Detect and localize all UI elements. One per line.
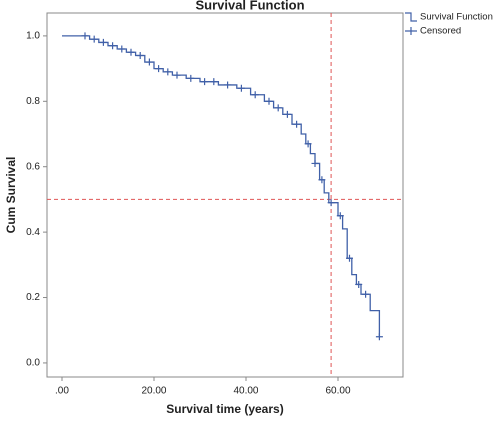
censored-marker (127, 48, 135, 56)
censored-marker (251, 91, 259, 99)
legend-icon (405, 27, 417, 35)
censored-marker (145, 58, 153, 66)
censored-marker (336, 212, 344, 220)
y-tick-label: 0.4 (26, 227, 40, 238)
censored-marker (81, 32, 89, 40)
censored-marker (355, 280, 363, 288)
censored-marker (265, 97, 273, 105)
y-axis-title: Cum Survival (4, 157, 18, 234)
y-tick-label: 0.6 (26, 161, 40, 172)
x-tick-label: 60.00 (325, 386, 350, 397)
censored-marker (346, 254, 354, 262)
censored-marker (210, 78, 218, 86)
censored-marker (187, 74, 195, 82)
censored-marker (375, 333, 383, 341)
censored-marker (311, 159, 319, 167)
censored-marker (201, 78, 209, 86)
censored-marker (293, 120, 301, 128)
censored-marker (283, 110, 291, 118)
legend-label: Censored (420, 26, 461, 37)
y-tick-label: 1.0 (26, 31, 40, 42)
y-tick-label: 0.8 (26, 96, 40, 107)
censored-marker (136, 52, 144, 60)
survival-step-line (61, 35, 381, 337)
legend-label: Survival Function (420, 12, 493, 23)
censored-marker (90, 35, 98, 43)
censored-marker (318, 176, 326, 184)
censored-marker (274, 104, 282, 112)
y-tick-label: 0.2 (26, 292, 40, 303)
x-tick-label: 20.00 (141, 386, 166, 397)
censored-marker (99, 38, 107, 46)
censored-marker (118, 45, 126, 53)
legend-icon (405, 12, 417, 22)
censored-marker (362, 290, 370, 298)
censored-marker (164, 68, 172, 76)
plot-frame (46, 12, 404, 378)
censored-marker (237, 84, 245, 92)
chart-title: Survival Function (195, 0, 304, 12)
censored-marker (173, 71, 181, 79)
censored-marker (155, 65, 163, 73)
censored-marker (327, 199, 335, 207)
censored-marker (224, 81, 232, 89)
x-tick-label: 40.00 (233, 386, 258, 397)
x-tick-label: .00 (55, 386, 69, 397)
y-tick-label: 0.0 (26, 358, 40, 369)
x-axis-title: Survival time (years) (166, 402, 283, 416)
censored-marker (304, 140, 312, 148)
censored-marker (109, 42, 117, 50)
